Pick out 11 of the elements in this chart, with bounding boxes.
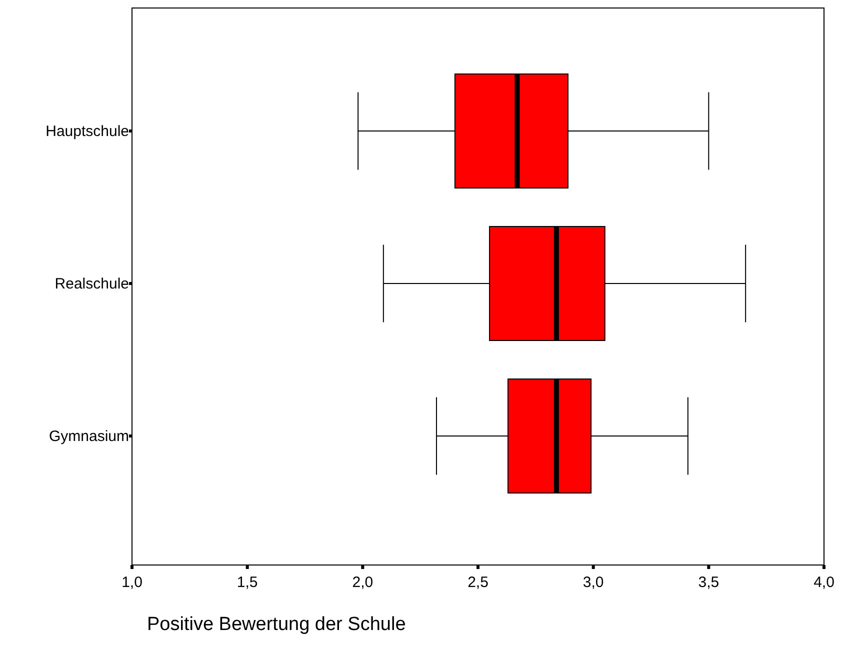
x-tick-label: 1,5 — [236, 574, 258, 591]
x-tick-label: 4,0 — [814, 574, 834, 591]
x-tick-label: 3,5 — [698, 574, 720, 591]
x-tick-label: 2,5 — [468, 574, 488, 591]
y-tick-label: Realschule — [54, 276, 129, 292]
x-tick-label: 1,0 — [122, 574, 142, 591]
y-tick-label: Hauptschule — [46, 123, 129, 140]
y-tick-label: Gymnasium — [48, 428, 129, 445]
x-axis-title: Positive Bewertung der Schule — [147, 614, 406, 635]
x-tick-label: 3,0 — [582, 574, 604, 591]
x-tick-label: 2,0 — [352, 574, 374, 591]
